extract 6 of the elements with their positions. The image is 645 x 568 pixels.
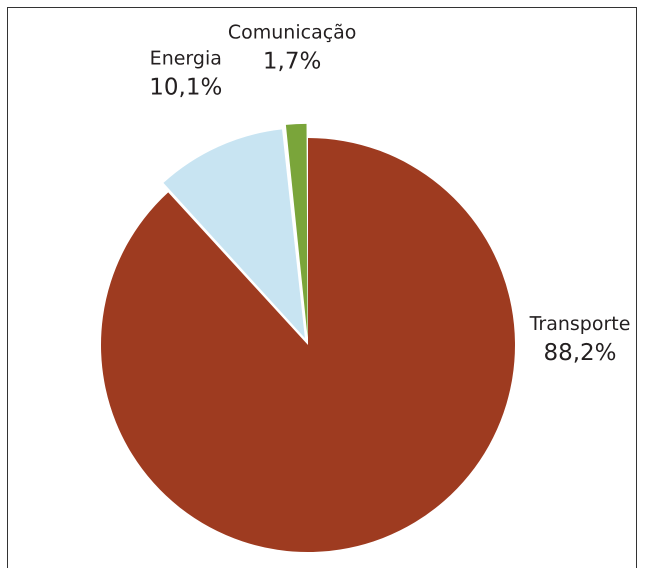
slice-label: Comunicação xyxy=(228,21,356,44)
slice-label: Transporte xyxy=(528,313,630,335)
data-label: 10,1% xyxy=(149,74,222,100)
data-label: 88,2% xyxy=(543,340,617,366)
slice-label: Energia xyxy=(150,47,222,70)
data-label: 1,7% xyxy=(262,48,322,74)
